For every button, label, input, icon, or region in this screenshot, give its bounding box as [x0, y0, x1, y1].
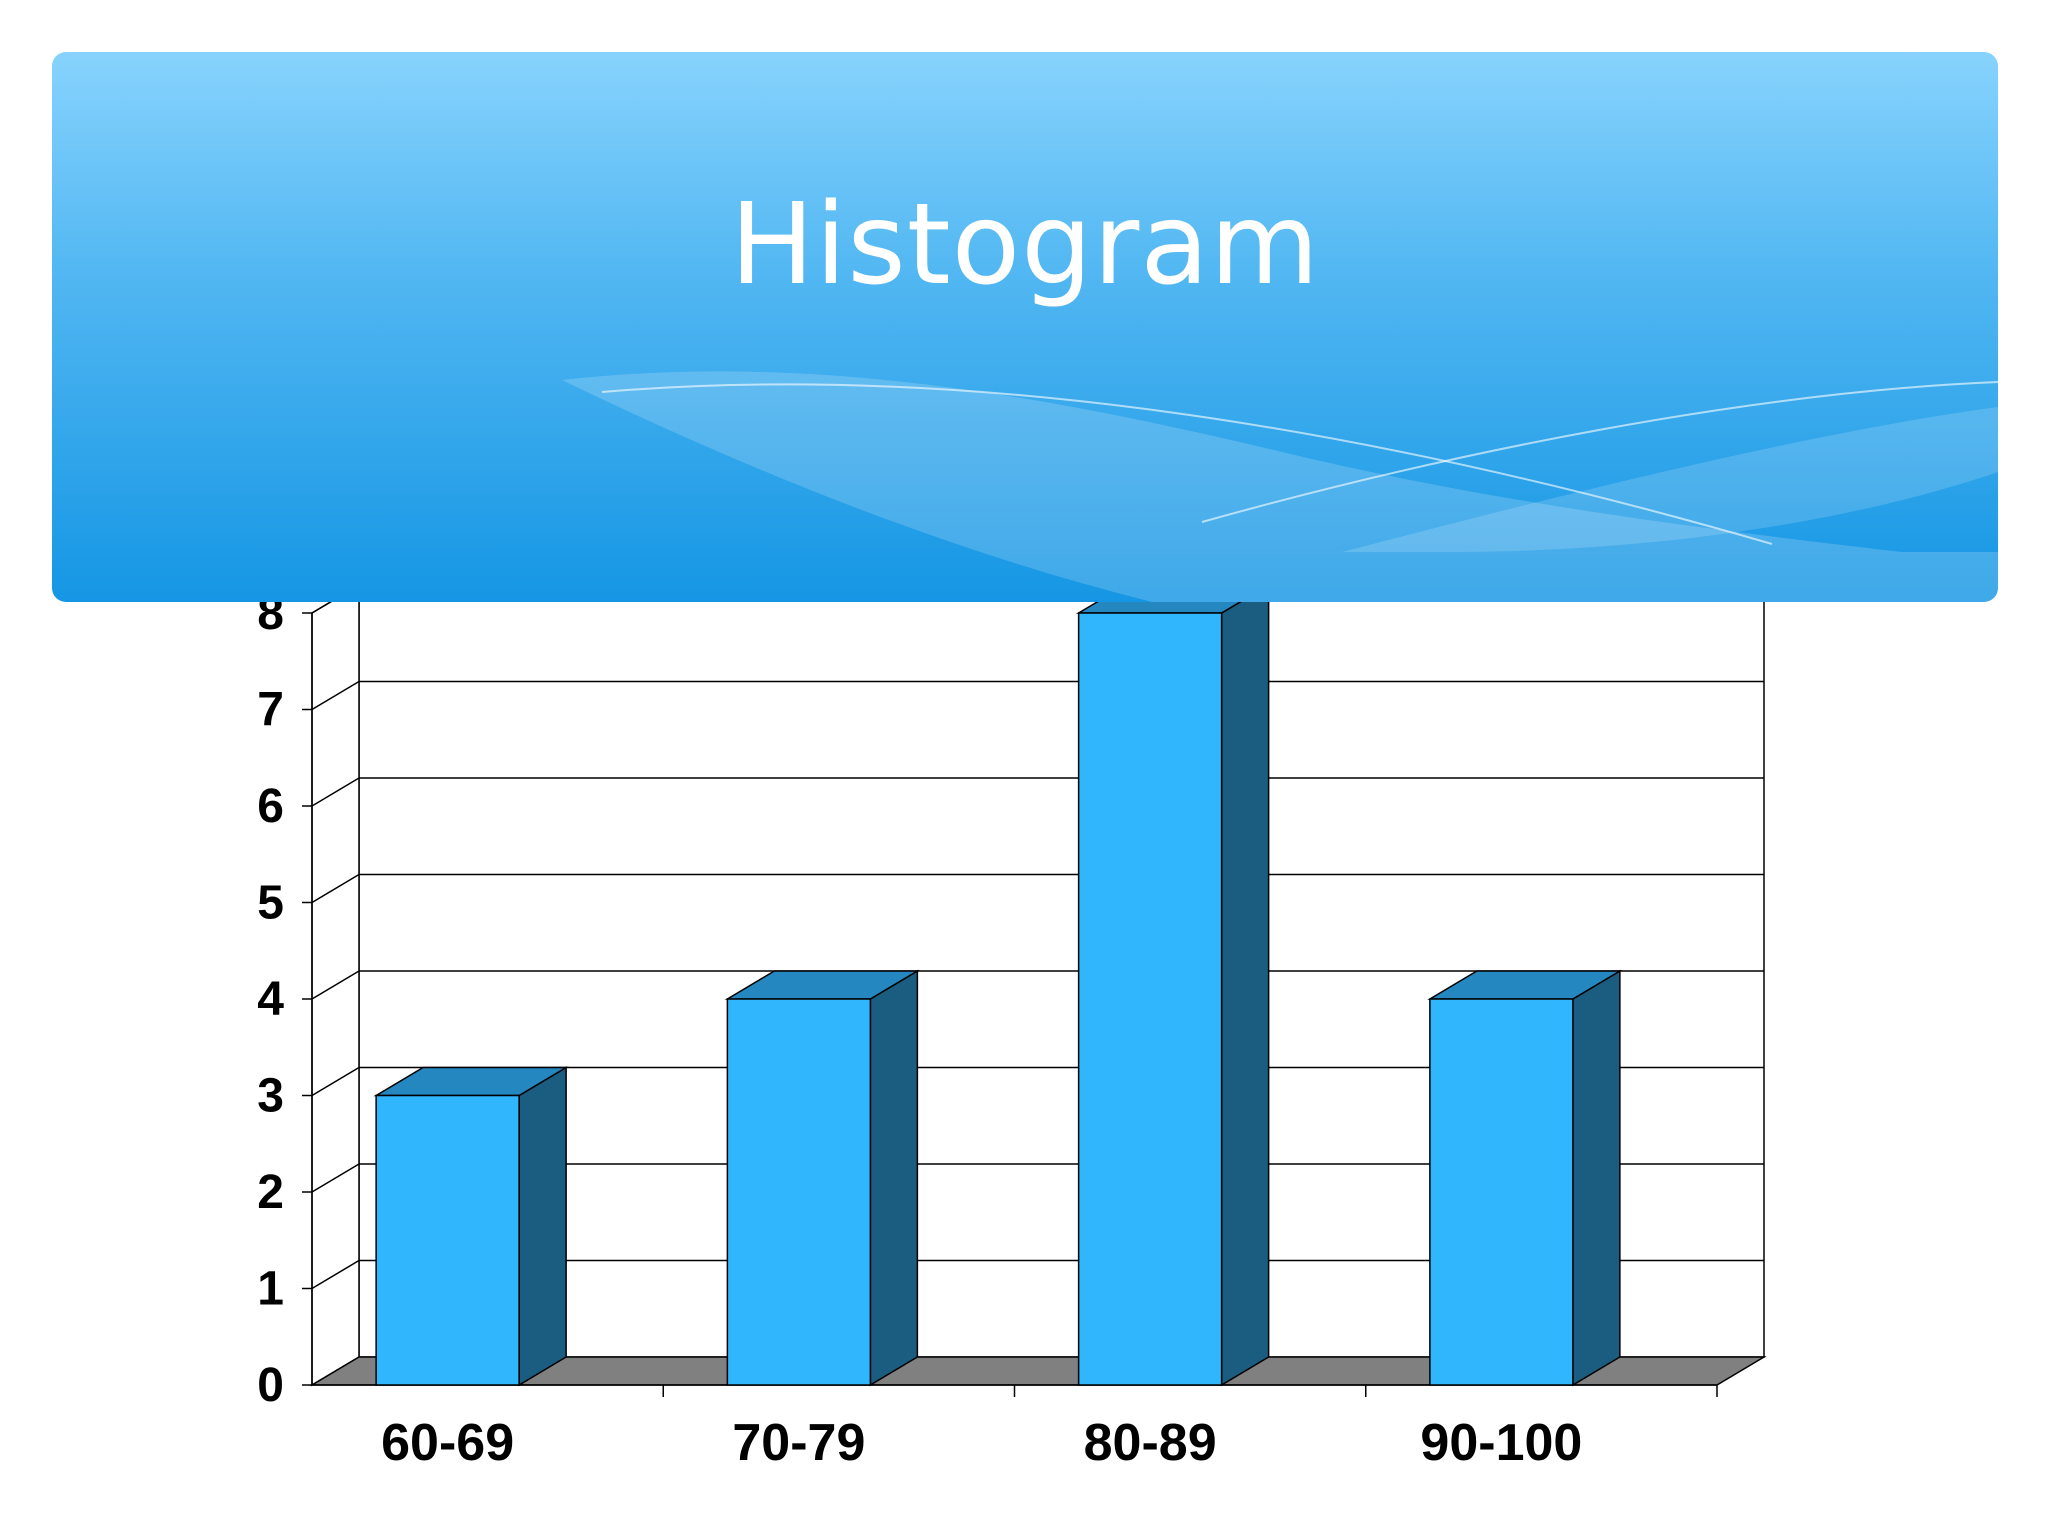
- bar-front: [1429, 998, 1574, 1386]
- bar: [724, 969, 921, 1387]
- y-tick-label: 6: [257, 780, 284, 833]
- bar: [1075, 583, 1272, 1387]
- gridline-side: [311, 680, 360, 711]
- x-axis-tick-labels: 60-69 70-79 80-89 90-100: [381, 1414, 1582, 1472]
- gridline-side: [311, 970, 360, 1000]
- bar-front: [375, 1094, 520, 1386]
- bar-side: [518, 1066, 567, 1387]
- gridline-side: [311, 1259, 360, 1290]
- bar-front: [1077, 612, 1223, 1386]
- bar-side: [869, 969, 919, 1387]
- bar: [373, 1066, 569, 1387]
- slide-title: Histogram: [730, 180, 1320, 310]
- y-tick-label: 4: [257, 973, 284, 1026]
- bar-side: [1220, 583, 1270, 1387]
- gridline-side: [311, 777, 360, 807]
- y-tick-label: 5: [257, 877, 284, 930]
- banner-wave-decoration: [562, 371, 1998, 602]
- bar-front: [726, 998, 872, 1386]
- gridline-side: [311, 1163, 360, 1193]
- gridline-side: [311, 1066, 360, 1097]
- y-tick-label: 0: [257, 1359, 284, 1412]
- y-tick-label: 1: [257, 1263, 284, 1316]
- y-tick-label: 7: [257, 684, 284, 737]
- chart-bars: [373, 583, 1623, 1387]
- y-tick-label: 2: [257, 1166, 284, 1219]
- x-tick-label: 80-89: [1084, 1414, 1217, 1472]
- bar-side: [1572, 969, 1621, 1387]
- x-tick-label: 90-100: [1420, 1414, 1582, 1472]
- title-banner: Histogram: [52, 52, 1998, 602]
- y-tick-label: 3: [257, 1070, 284, 1123]
- x-tick-label: 70-79: [732, 1414, 865, 1472]
- gridline-side: [311, 873, 360, 904]
- x-tick-label: 60-69: [381, 1414, 514, 1472]
- bar: [1427, 969, 1623, 1387]
